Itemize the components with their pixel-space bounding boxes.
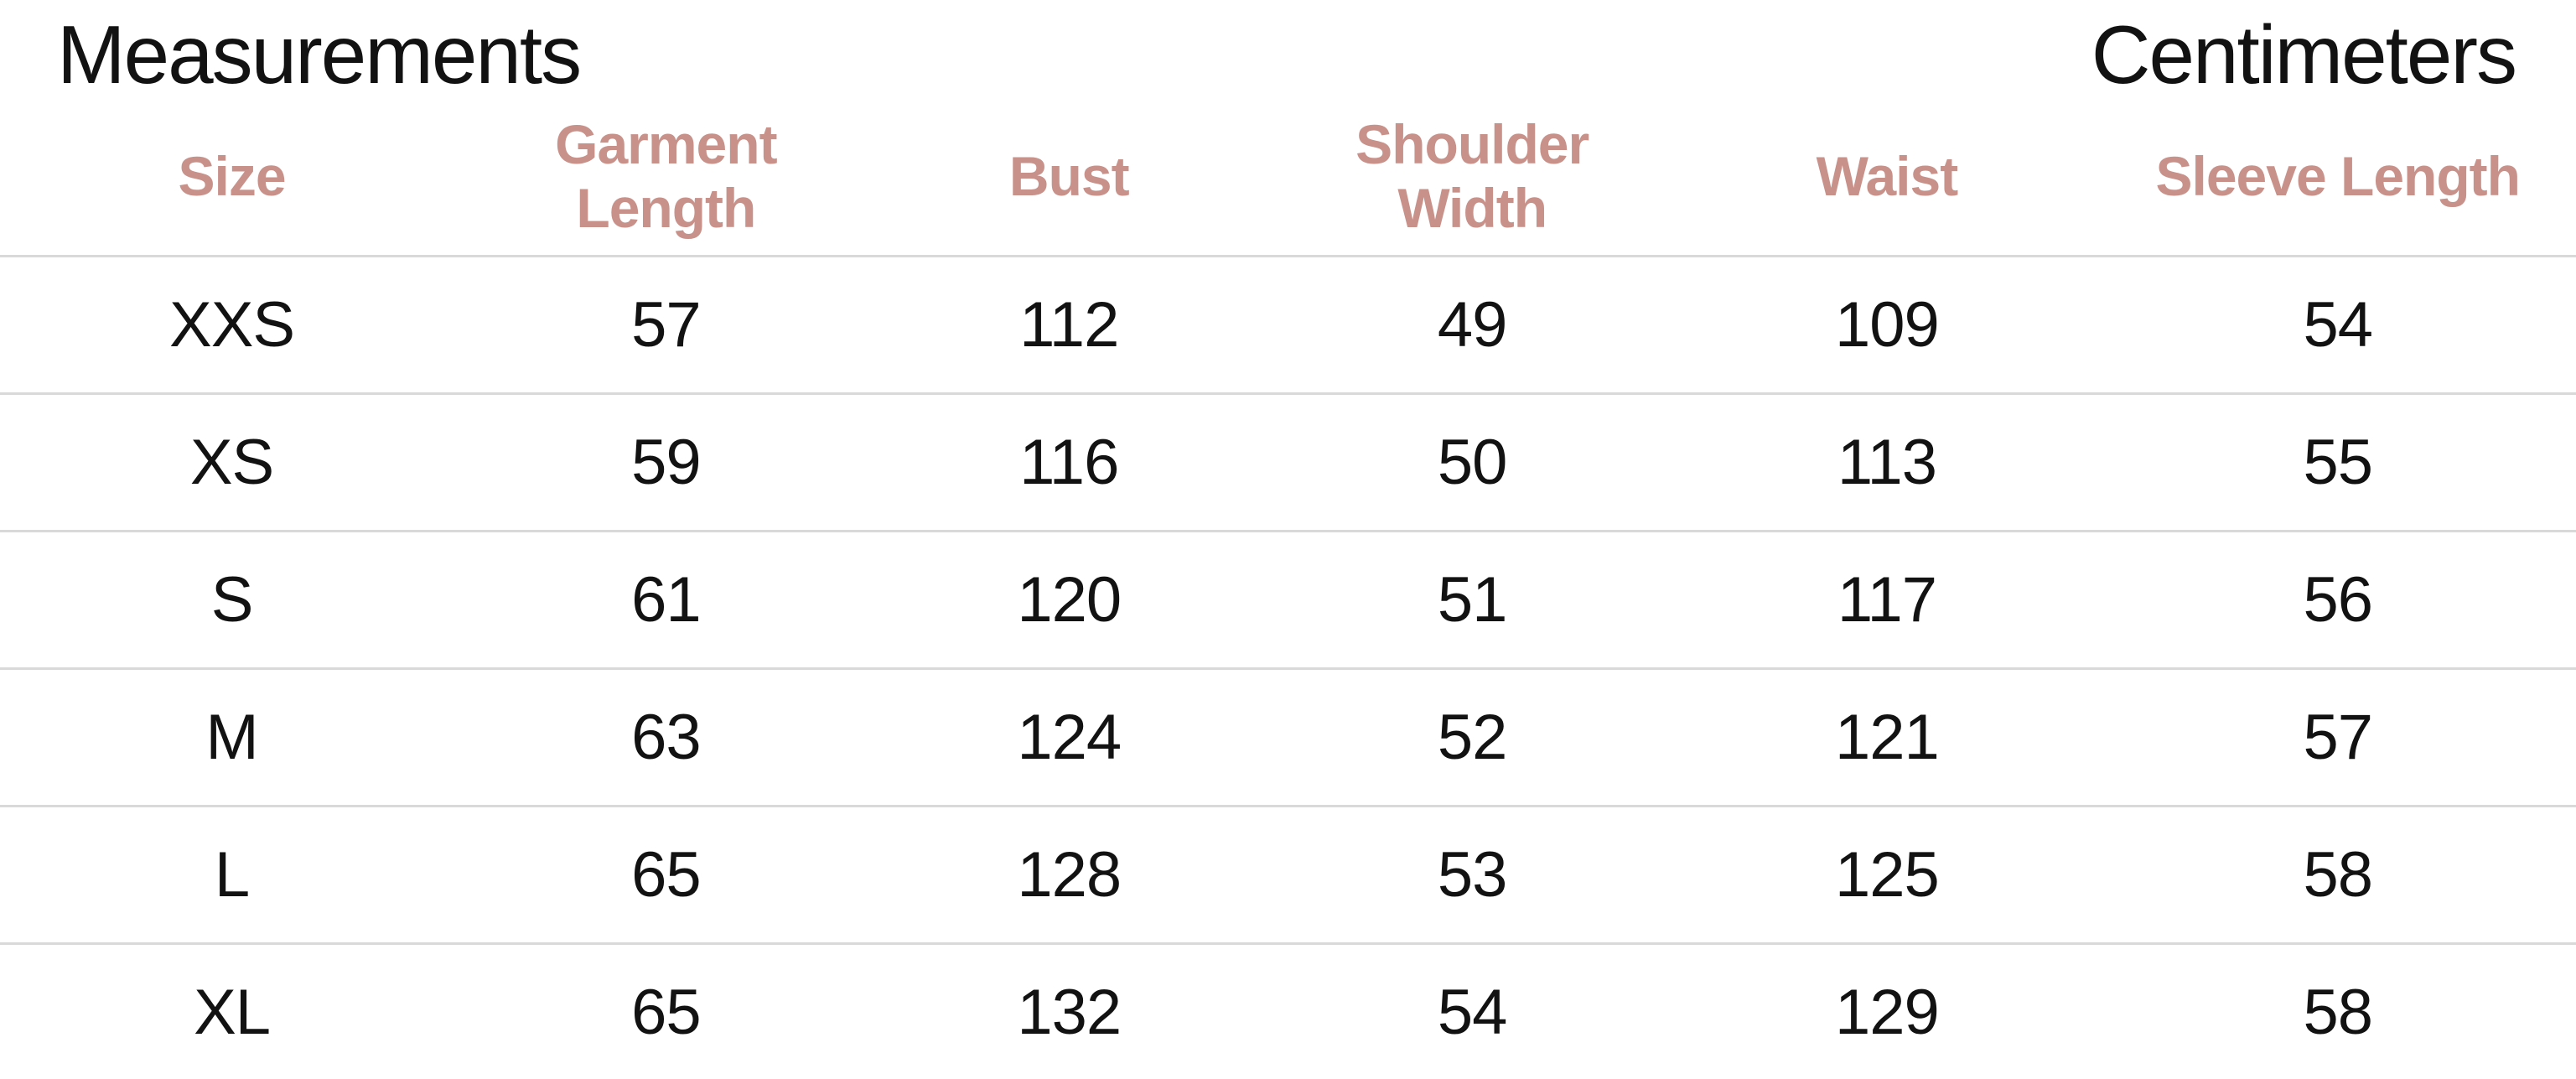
shoulder-width-cell: 51 [1437,563,1508,635]
table-body: XXS 57 112 49 109 54 XS 59 116 50 113 55… [0,256,2576,1079]
bust-cell: 112 [1019,288,1119,361]
table-header-row: Size Garment Length Bust Shoulder Width … [0,99,2576,256]
table-row: L 65 128 53 125 58 [0,806,2576,943]
page-title: Measurements [57,8,582,101]
sleeve-length-cell: 57 [2303,701,2373,773]
size-cell: S [210,563,254,635]
size-cell: L [214,838,250,910]
table-row: XS 59 116 50 113 55 [0,393,2576,531]
waist-cell: 129 [1835,977,1940,1049]
shoulder-width-cell: 52 [1437,701,1508,773]
bust-cell: 128 [1017,838,1122,910]
garment-length-cell: 65 [631,838,702,910]
bust-cell: 120 [1017,563,1122,635]
measurements-table: Size Garment Length Bust Shoulder Width … [0,99,2576,1079]
shoulder-width-cell: 49 [1437,288,1508,361]
column-header-sleeve-length: Sleeve Length [2155,144,2520,207]
waist-cell: 109 [1835,288,1940,361]
table-row: XXS 57 112 49 109 54 [0,256,2576,393]
sleeve-length-cell: 56 [2303,563,2373,635]
waist-cell: 121 [1835,701,1940,773]
size-cell: XXS [169,288,295,361]
table-row: XL 65 132 54 129 58 [0,943,2576,1079]
size-cell: XL [194,977,271,1049]
garment-length-cell: 65 [631,977,702,1049]
column-header-bust: Bust [1008,144,1130,207]
column-header-waist: Waist [1816,144,1959,207]
sleeve-length-cell: 54 [2303,288,2373,361]
garment-length-cell: 61 [631,563,702,635]
size-cell: M [205,701,258,773]
sleeve-length-cell: 58 [2303,977,2373,1049]
table-row: S 61 120 51 117 56 [0,531,2576,668]
unit-label: Centimeters [2091,8,2517,101]
sleeve-length-cell: 58 [2303,838,2373,910]
garment-length-cell: 59 [631,426,702,498]
size-cell: XS [189,426,274,498]
shoulder-width-cell: 50 [1437,426,1508,498]
waist-cell: 117 [1837,563,1937,635]
column-header-size: Size [178,144,287,207]
bust-cell: 124 [1017,701,1122,773]
table-row: M 63 124 52 121 57 [0,668,2576,806]
column-header-garment-length: Garment Length [555,112,777,239]
bust-cell: 132 [1017,977,1122,1049]
size-chart-title-bar: Measurements Centimeters [0,0,2576,99]
column-header-shoulder-width: Shoulder Width [1355,112,1589,239]
waist-cell: 125 [1835,838,1940,910]
garment-length-cell: 63 [631,701,702,773]
bust-cell: 116 [1019,426,1119,498]
sleeve-length-cell: 55 [2303,426,2373,498]
waist-cell: 113 [1837,426,1937,498]
shoulder-width-cell: 54 [1437,977,1508,1049]
garment-length-cell: 57 [631,288,702,361]
shoulder-width-cell: 53 [1437,838,1508,910]
